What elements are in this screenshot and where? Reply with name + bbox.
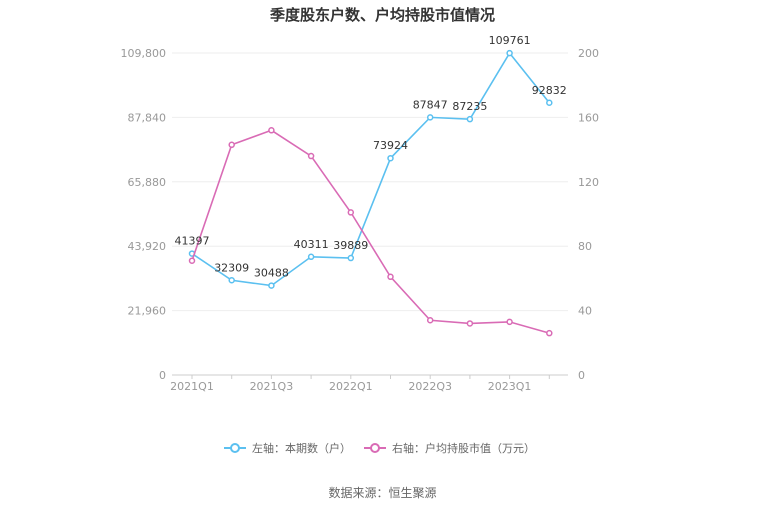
chart-title: 季度股东户数、户均持股市值情况	[269, 6, 495, 24]
market-value-series-line	[191, 129, 550, 334]
market-value-data-point	[307, 152, 315, 160]
households-data-label: 92832	[532, 84, 567, 97]
grid-lines	[172, 52, 568, 376]
legend-item-households: 左轴：本期数（户）	[252, 441, 351, 455]
households-data-point	[307, 253, 315, 261]
households-series-line	[191, 51, 550, 287]
series-layer	[188, 49, 553, 337]
households-data-label: 73924	[373, 139, 408, 152]
right-axis-tick-label: 120	[578, 176, 599, 189]
left-axis-tick-label: 43,920	[128, 240, 167, 253]
households-data-point	[268, 282, 275, 289]
market-value-data-point	[347, 209, 355, 216]
market-value-data-point	[466, 320, 474, 327]
households-data-label: 39889	[333, 239, 368, 252]
market-value-data-point	[268, 127, 275, 134]
households-data-point	[347, 254, 355, 262]
legend-marker-icon	[230, 443, 240, 453]
right-axis-tick-label: 80	[578, 240, 592, 253]
households-data-point	[426, 114, 434, 121]
right-axis-tick-label: 40	[578, 305, 592, 318]
x-axis-tick-label: 2023Q1	[488, 380, 532, 393]
households-data-point	[228, 277, 235, 284]
right-axis-tick-label: 160	[578, 111, 599, 124]
households-data-point	[546, 99, 553, 107]
left-axis-tick-label: 87,840	[128, 111, 167, 124]
legend: 左轴：本期数（户） 右轴：户均持股市值（万元）	[224, 441, 535, 455]
households-data-label: 87235	[452, 100, 487, 113]
households-data-point	[466, 115, 474, 123]
households-data-label: 41397	[175, 235, 210, 248]
left-axis-tick-label: 21,960	[128, 305, 167, 318]
right-axis-tick-label: 0	[578, 369, 585, 382]
households-data-point	[506, 49, 513, 57]
legend-item-market-value: 右轴：户均持股市值（万元）	[392, 441, 535, 455]
left-axis-ticks: 0 21,960 43,920 65,880 87,840 109,800	[121, 47, 167, 382]
households-data-label: 109761	[489, 34, 531, 47]
households-data-label: 40311	[294, 238, 329, 251]
x-axis-tick-label: 2022Q3	[408, 380, 452, 393]
market-value-data-point	[546, 329, 553, 337]
market-value-data-point	[228, 141, 235, 149]
left-axis-tick-label: 109,800	[121, 47, 167, 60]
x-axis-tick-label: 2021Q3	[250, 380, 294, 393]
right-axis-ticks: 0 40 80 120 160 200	[578, 47, 599, 382]
market-value-data-point	[506, 318, 513, 326]
households-data-label: 87847	[413, 98, 448, 111]
households-data-label: 32309	[214, 261, 249, 274]
left-axis-tick-label: 65,880	[128, 176, 167, 189]
x-axis-ticks: 2021Q1 2021Q3 2022Q1 2022Q3 2023Q1	[170, 375, 550, 393]
market-value-data-point	[426, 317, 434, 324]
households-data-label: 30488	[254, 267, 289, 280]
data-labels: 41397 32309 30488 40311 39889 73924 87847 87235…	[175, 34, 567, 279]
right-axis-tick-label: 200	[578, 47, 599, 60]
market-value-data-point	[188, 257, 196, 264]
market-value-data-point	[387, 273, 394, 281]
x-axis-tick-label: 2022Q1	[329, 380, 373, 393]
x-axis-tick-label: 2021Q1	[170, 380, 214, 393]
households-data-point	[387, 154, 394, 162]
source-note: 数据来源：恒生聚源	[328, 486, 437, 500]
legend-marker-icon	[370, 443, 380, 453]
left-axis-tick-label: 0	[159, 369, 166, 382]
